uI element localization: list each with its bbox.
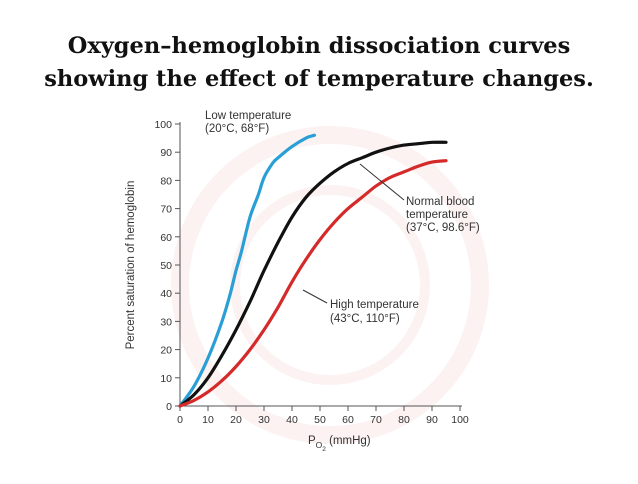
y-tick-label: 80 [160, 175, 172, 187]
x-tick-label: 50 [314, 414, 326, 426]
normal-temperature-annotation-line: temperature [406, 209, 468, 221]
x-tick-label: 40 [286, 414, 298, 426]
x-tick-label: 90 [426, 414, 438, 426]
x-axis-label: PO2 (mmHg) [308, 435, 371, 453]
x-tick-label: 30 [258, 414, 270, 426]
y-tick-label: 50 [160, 260, 172, 272]
y-tick-label: 20 [160, 345, 172, 357]
y-tick-label: 40 [160, 288, 172, 300]
low-temperature-curve [178, 133, 316, 408]
x-tick-label: 100 [451, 414, 469, 426]
x-tick-label: 60 [342, 414, 354, 426]
y-tick-label: 60 [160, 232, 172, 244]
y-tick-label: 30 [160, 316, 172, 328]
y-tick-label: 70 [160, 204, 172, 216]
high-temperature-annotation-leader [302, 289, 328, 304]
normal-temperature-annotation-line: Normal blood [406, 196, 474, 208]
x-tick-label: 80 [398, 414, 410, 426]
normal-temperature-annotation-line: (37°C, 98.6°F) [406, 222, 480, 234]
slide-title: Oxygen–hemoglobin dissociation curves sh… [0, 30, 638, 96]
high-temperature-annotation-line: (43°C, 110°F) [330, 313, 400, 325]
y-tick-label: 10 [160, 373, 172, 385]
high-temperature-annotation-line: High temperature [330, 299, 419, 311]
y-tick-label: 0 [166, 401, 172, 413]
y-axis-label: Percent saturation of hemoglobin [125, 181, 137, 350]
normal-temperature-curve [178, 140, 448, 408]
y-tick-label: 100 [154, 119, 172, 131]
y-tick-label: 90 [160, 147, 172, 159]
normal-temperature-annotation-leader [359, 163, 405, 201]
high-temperature-curve [178, 159, 448, 408]
x-tick-label: 10 [202, 414, 214, 426]
x-tick-label: 70 [370, 414, 382, 426]
low-temperature-annotation-line: (20°C, 68°F) [205, 123, 269, 135]
x-tick-label: 20 [230, 414, 242, 426]
low-temperature-annotation-line: Low temperature [205, 110, 291, 122]
x-tick-label: 0 [177, 414, 183, 426]
slide-title-line-2: showing the effect of temperature change… [44, 66, 594, 92]
slide-title-line-1: Oxygen–hemoglobin dissociation curves [67, 33, 571, 59]
